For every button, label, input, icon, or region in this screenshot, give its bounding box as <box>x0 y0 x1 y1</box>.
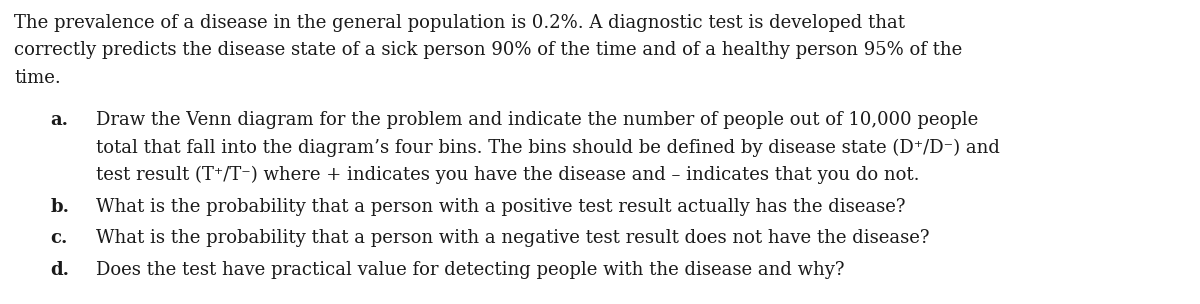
Text: What is the probability that a person with a positive test result actually has t: What is the probability that a person wi… <box>96 198 906 216</box>
Text: What is the probability that a person with a negative test result does not have : What is the probability that a person wi… <box>96 229 930 247</box>
Text: a.: a. <box>50 111 68 129</box>
Text: d.: d. <box>50 261 70 279</box>
Text: total that fall into the diagram’s four bins. The bins should be defined by dise: total that fall into the diagram’s four … <box>96 139 1000 157</box>
Text: correctly predicts the disease state of a sick person 90% of the time and of a h: correctly predicts the disease state of … <box>14 41 962 59</box>
Text: b.: b. <box>50 198 70 216</box>
Text: Draw the Venn diagram for the problem and indicate the number of people out of 1: Draw the Venn diagram for the problem an… <box>96 111 978 129</box>
Text: test result (T⁺/T⁻) where + indicates you have the disease and – indicates that : test result (T⁺/T⁻) where + indicates yo… <box>96 166 919 184</box>
Text: The prevalence of a disease in the general population is 0.2%. A diagnostic test: The prevalence of a disease in the gener… <box>14 14 906 32</box>
Text: Does the test have practical value for detecting people with the disease and why: Does the test have practical value for d… <box>96 261 845 279</box>
Text: time.: time. <box>14 69 61 87</box>
Text: c.: c. <box>50 229 67 247</box>
